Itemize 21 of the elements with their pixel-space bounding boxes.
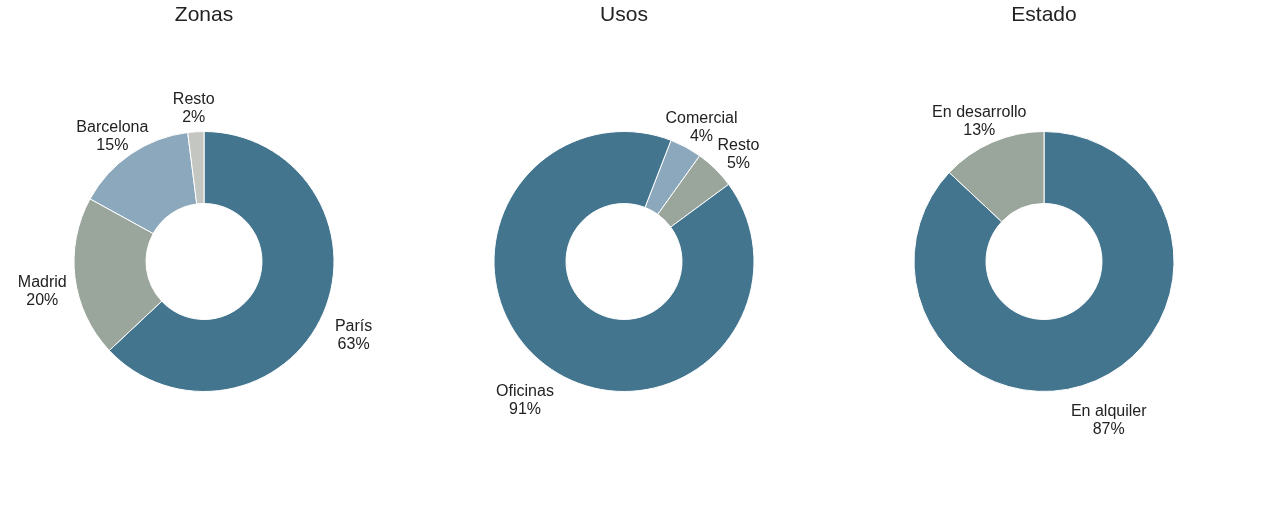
slice-label: Resto <box>717 136 760 154</box>
data-label: 91% <box>508 399 542 417</box>
chart-title: Zonas <box>174 2 234 25</box>
slice-label: París <box>334 317 373 335</box>
chart-title: Estado <box>1011 2 1077 25</box>
data-label: 13% <box>963 120 996 138</box>
data-label: 87% <box>1092 420 1125 438</box>
slice-label: Comercial <box>665 109 738 127</box>
slice-label: Madrid <box>17 272 67 290</box>
data-label: 5% <box>726 154 751 172</box>
data-label: 15% <box>96 135 129 153</box>
data-label: 4% <box>689 127 714 145</box>
data-label: 2% <box>182 107 206 125</box>
slice-label: En alquiler <box>1070 402 1148 420</box>
slice-label: Barcelona <box>76 117 149 135</box>
data-label: 20% <box>26 290 59 308</box>
slice-label: Oficinas <box>496 381 554 399</box>
slice-label: En desarrollo <box>932 102 1027 120</box>
slice-label: Resto <box>172 89 215 107</box>
data-label: 63% <box>337 335 370 353</box>
chart-title: Usos <box>600 2 648 25</box>
